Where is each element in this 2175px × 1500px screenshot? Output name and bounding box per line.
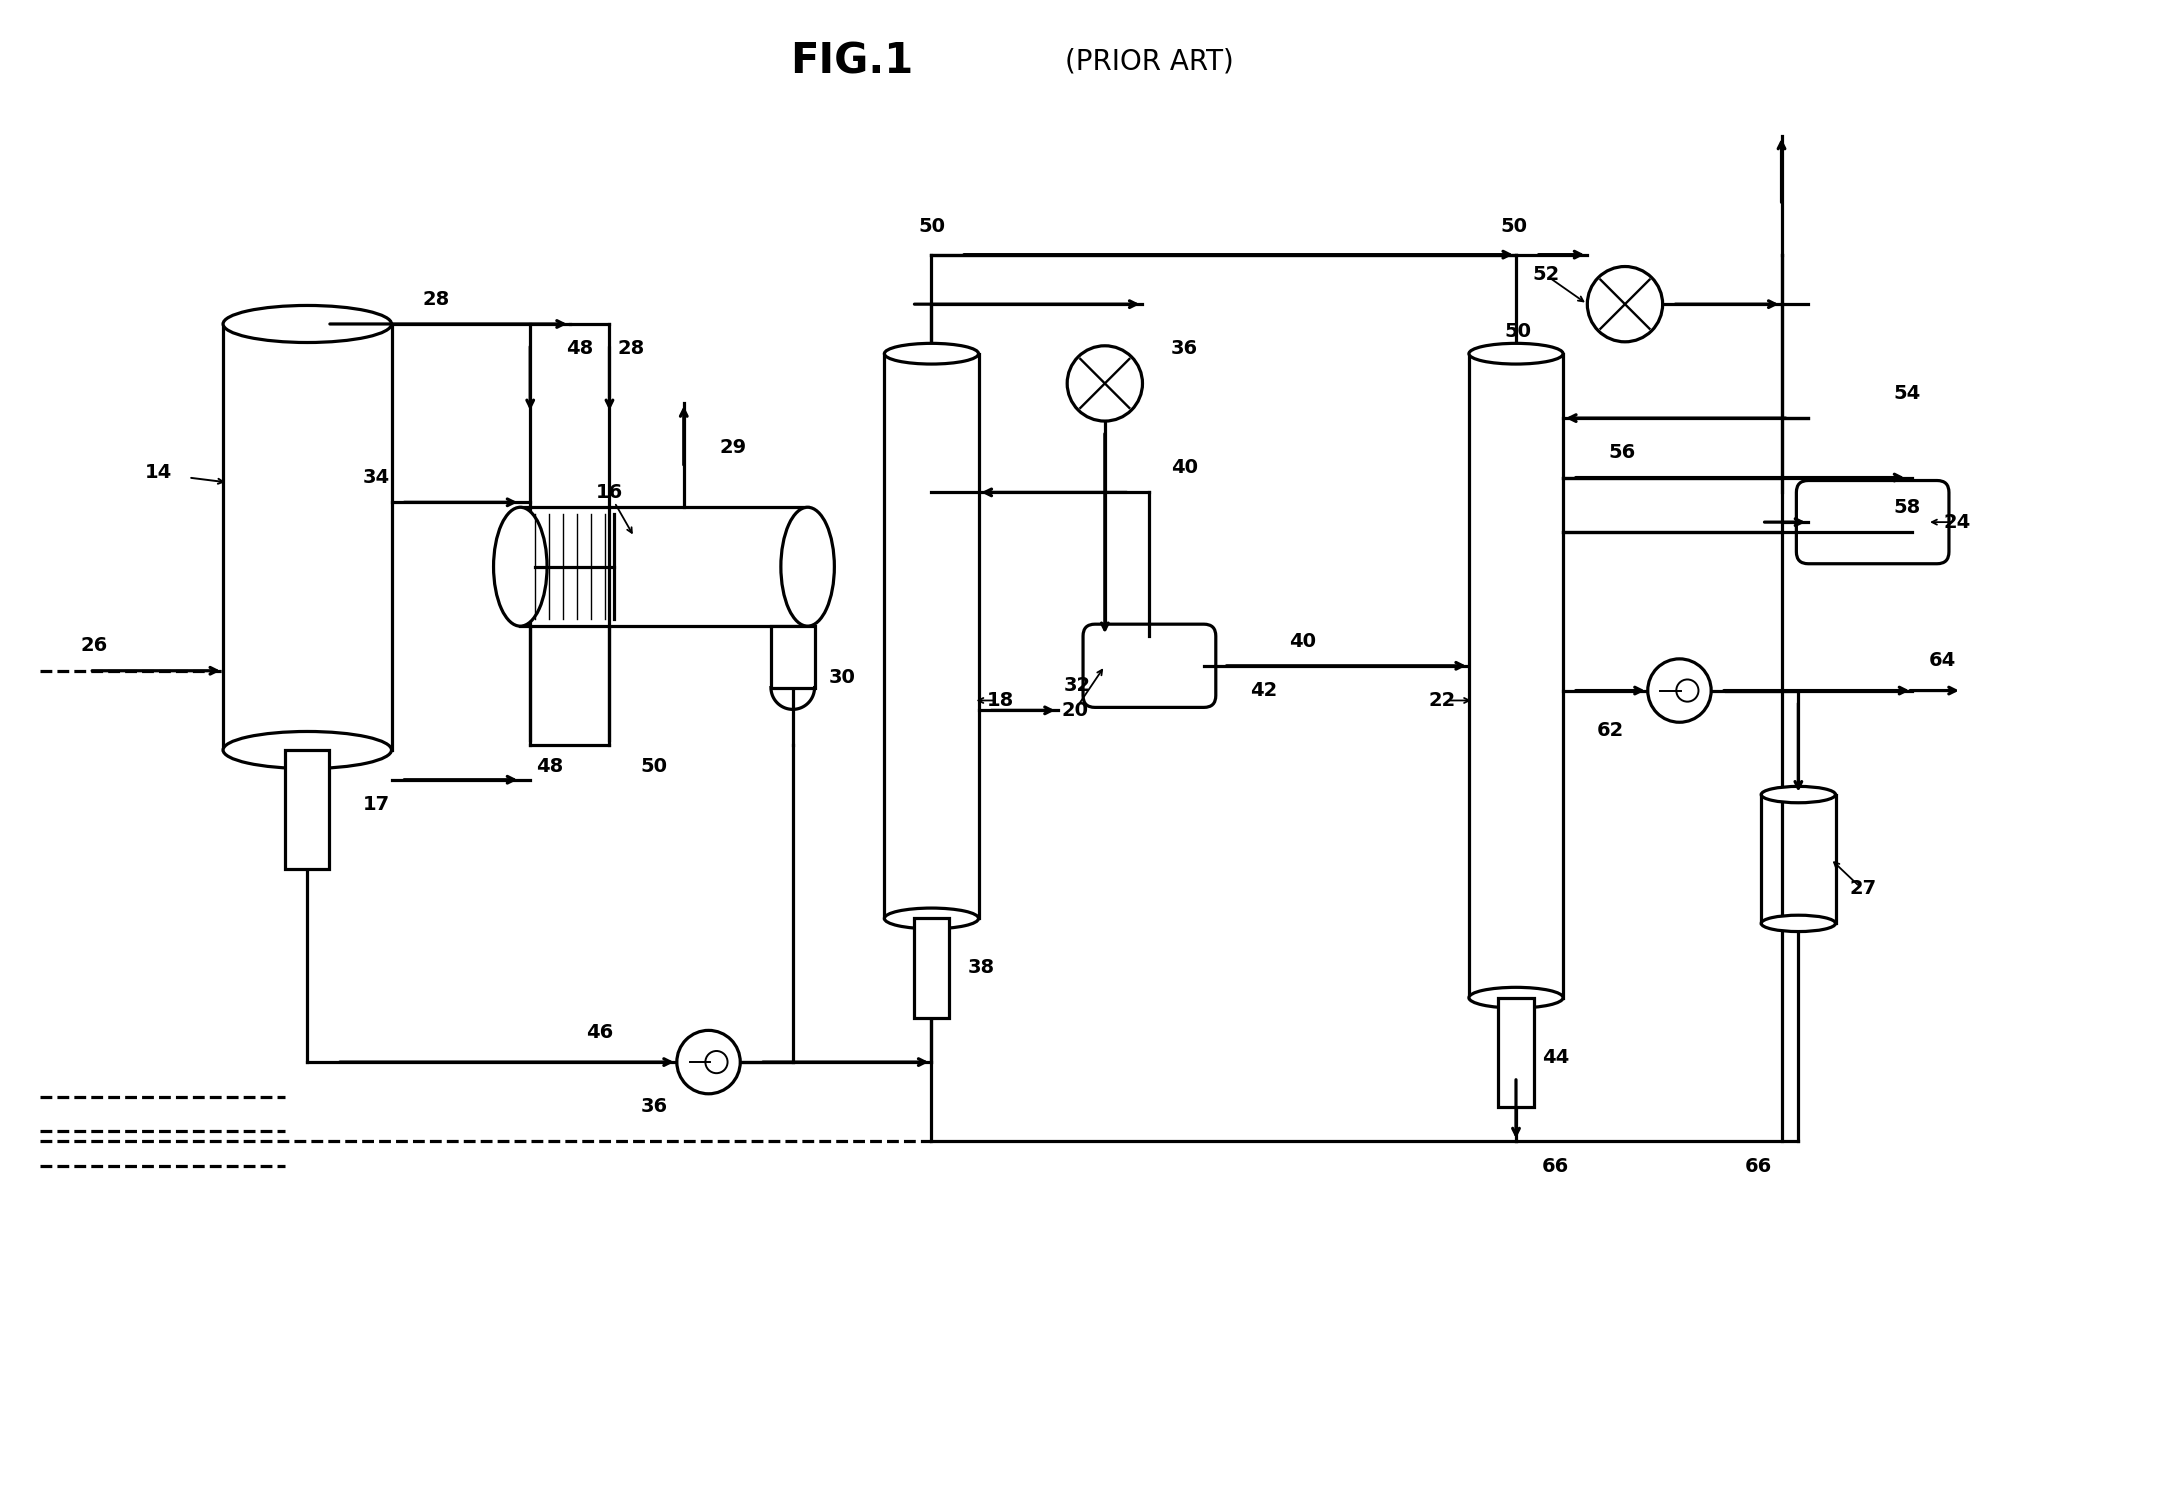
Circle shape xyxy=(676,1030,740,1094)
Text: 26: 26 xyxy=(80,636,109,656)
Ellipse shape xyxy=(885,344,979,364)
Text: 50: 50 xyxy=(918,217,944,237)
Text: (PRIOR ART): (PRIOR ART) xyxy=(1066,48,1233,75)
Text: 52: 52 xyxy=(1531,266,1559,284)
Ellipse shape xyxy=(494,507,548,626)
Text: 42: 42 xyxy=(1251,681,1277,700)
Text: 44: 44 xyxy=(1542,1047,1568,1066)
Ellipse shape xyxy=(1468,987,1564,1008)
Bar xyxy=(224,324,392,750)
FancyBboxPatch shape xyxy=(1083,624,1216,708)
Text: 62: 62 xyxy=(1596,720,1625,740)
Circle shape xyxy=(1677,680,1699,702)
Bar xyxy=(1468,354,1564,998)
Text: 32: 32 xyxy=(1064,676,1092,694)
Text: 36: 36 xyxy=(639,1096,668,1116)
Ellipse shape xyxy=(1762,915,1836,932)
Text: 46: 46 xyxy=(585,1023,613,1042)
Text: 34: 34 xyxy=(363,468,389,488)
Text: 28: 28 xyxy=(422,290,450,309)
Text: 66: 66 xyxy=(1744,1156,1773,1176)
Circle shape xyxy=(1588,267,1662,342)
Text: 66: 66 xyxy=(1542,1156,1568,1176)
Ellipse shape xyxy=(1468,344,1564,364)
Text: 50: 50 xyxy=(642,758,668,777)
Text: 28: 28 xyxy=(618,339,646,358)
Text: 36: 36 xyxy=(1170,339,1198,358)
Bar xyxy=(914,918,948,1017)
Bar xyxy=(1762,795,1836,924)
Circle shape xyxy=(1068,346,1142,422)
Text: 64: 64 xyxy=(1929,651,1955,670)
Ellipse shape xyxy=(1762,786,1836,802)
Ellipse shape xyxy=(885,908,979,928)
Text: 40: 40 xyxy=(1170,458,1198,477)
FancyBboxPatch shape xyxy=(1797,480,1949,564)
Bar xyxy=(520,507,807,626)
Bar xyxy=(770,626,816,687)
Text: 22: 22 xyxy=(1429,692,1455,709)
Bar xyxy=(885,354,979,918)
Text: 40: 40 xyxy=(1290,632,1316,651)
Text: 38: 38 xyxy=(968,958,994,978)
Text: 16: 16 xyxy=(596,483,622,502)
Text: 48: 48 xyxy=(566,339,594,358)
Text: 56: 56 xyxy=(1610,444,1636,462)
Circle shape xyxy=(705,1052,729,1072)
Text: 54: 54 xyxy=(1894,384,1921,404)
Text: 50: 50 xyxy=(1505,322,1531,342)
Text: 58: 58 xyxy=(1894,498,1921,517)
Text: 48: 48 xyxy=(537,758,563,777)
Text: 14: 14 xyxy=(146,464,172,482)
Text: 24: 24 xyxy=(1942,513,1971,531)
Text: FIG.1: FIG.1 xyxy=(790,40,914,82)
Ellipse shape xyxy=(224,306,392,342)
Ellipse shape xyxy=(781,507,835,626)
Text: 30: 30 xyxy=(829,668,855,687)
Ellipse shape xyxy=(224,732,392,768)
Text: 29: 29 xyxy=(720,438,746,458)
Text: 27: 27 xyxy=(1849,879,1877,898)
Text: 17: 17 xyxy=(363,795,389,814)
Circle shape xyxy=(1649,658,1712,723)
Text: 18: 18 xyxy=(987,692,1014,709)
Text: 20: 20 xyxy=(1061,700,1090,720)
Bar xyxy=(285,750,328,868)
Bar xyxy=(1499,998,1533,1107)
Text: 50: 50 xyxy=(1501,217,1527,237)
